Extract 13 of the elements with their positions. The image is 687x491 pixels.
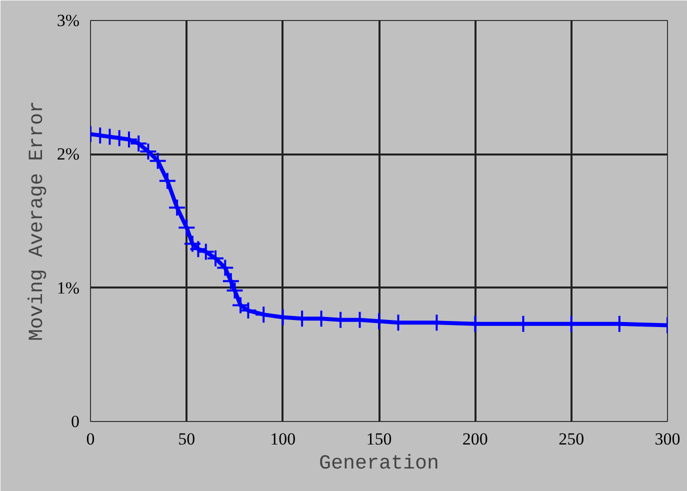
x-axis-title: Generation — [318, 452, 440, 476]
x-tick-label: 250 — [558, 430, 584, 448]
y-tick-label: 0 — [71, 412, 80, 431]
x-tick-label: 300 — [654, 430, 680, 448]
x-tick-label: 50 — [178, 430, 196, 448]
x-tick-label: 150 — [366, 430, 392, 448]
y-tick-label: 1% — [56, 278, 80, 298]
x-tick-label: 200 — [462, 430, 488, 448]
y-tick-label: 2% — [56, 144, 80, 164]
x-tick-label: 0 — [86, 430, 95, 448]
y-axis-title: Moving Average Error — [26, 100, 49, 342]
y-tick-label: 3% — [56, 11, 80, 30]
x-tick-label: 100 — [270, 430, 296, 448]
